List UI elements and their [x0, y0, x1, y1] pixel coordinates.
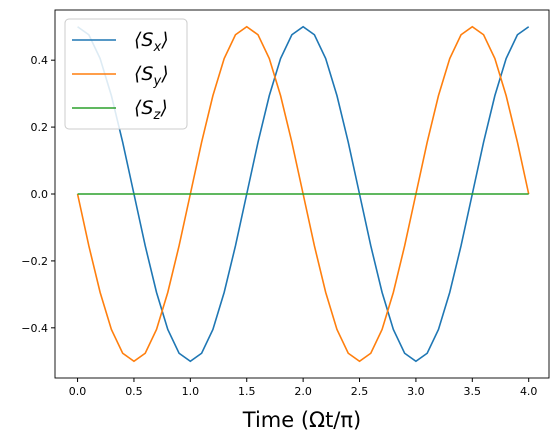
legend-label-part: ⟩: [160, 29, 168, 51]
legend-label: ⟨Sy⟩: [134, 63, 169, 89]
legend-label: ⟨Sz⟩: [134, 97, 168, 123]
x-tick-label: 1.0: [182, 385, 200, 398]
x-tick-label: 0.5: [125, 385, 143, 398]
y-tick-label: −0.2: [21, 255, 48, 268]
y-tick-label: 0.4: [31, 54, 49, 67]
y-tick-label: 0.2: [31, 121, 49, 134]
x-tick-label: 0.0: [69, 385, 87, 398]
y-tick-label: −0.4: [21, 322, 48, 335]
x-tick-label: 2.0: [294, 385, 312, 398]
legend-box: [64, 18, 188, 130]
x-axis-label: Time (Ωt/π): [242, 408, 361, 432]
x-tick-label: 1.5: [238, 385, 256, 398]
x-tick-label: 4.0: [520, 385, 538, 398]
series-line: [77, 25, 530, 363]
x-tick-label: 3.0: [407, 385, 425, 398]
legend-label-part: ⟨S: [134, 29, 153, 51]
legend-label-part: ⟩: [160, 63, 168, 85]
legend-label-sub: x: [152, 40, 161, 55]
legend-label-sub: y: [152, 74, 161, 89]
legend-label-part: ⟨S: [134, 97, 153, 119]
y-tick-label: 0.0: [31, 188, 49, 201]
plot-frame: [54, 9, 550, 379]
legend-label-part: ⟨S: [134, 63, 153, 85]
legend-label-part: ⟩: [159, 97, 167, 119]
x-tick-label: 3.5: [464, 385, 482, 398]
x-tick-label: 2.5: [351, 385, 369, 398]
legend-label-sub: z: [152, 108, 161, 123]
legend-label: ⟨Sx⟩: [134, 29, 169, 55]
legend: ⟨Sx⟩⟨Sy⟩⟨Sz⟩: [64, 18, 188, 130]
